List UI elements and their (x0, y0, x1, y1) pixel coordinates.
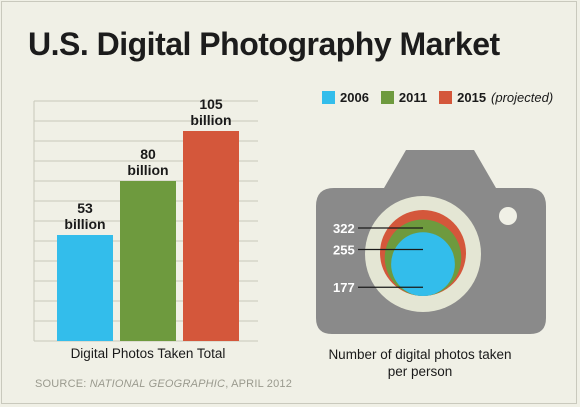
source-publication: NATIONAL GEOGRAPHIC (89, 378, 226, 390)
bar-value-label: billion (64, 216, 105, 232)
camera-caption-line: Number of digital photos taken (328, 347, 512, 362)
source-note: SOURCE: NATIONAL GEOGRAPHIC, APRIL 2012 (35, 378, 292, 390)
bar-axis-label: Digital Photos Taken Total (70, 346, 226, 361)
camera-caption-line: per person (387, 364, 453, 379)
bar-value-label: billion (127, 162, 168, 178)
bar-2011 (120, 181, 176, 341)
source-suffix: , APRIL 2012 (225, 378, 293, 390)
legend-item-2011: 2011 (380, 90, 428, 105)
legend-item-2015: 2015 (projected) (439, 90, 553, 105)
bar-value-label: 105 (199, 96, 223, 112)
legend-swatch (322, 91, 335, 104)
camera-flash (499, 207, 517, 225)
bar-2006 (57, 235, 113, 341)
chart-title: U.S. Digital Photography Market (28, 26, 500, 62)
camera-caption: Number of digital photos taken per perso… (310, 346, 530, 380)
legend: 2006 2011 2015 (projected) (322, 90, 553, 105)
legend-item-2006: 2006 (322, 90, 369, 105)
bubble-value-label: 322 (333, 221, 355, 236)
bubble-value-label: 177 (333, 280, 355, 295)
bubble-series (380, 210, 466, 296)
source-prefix: SOURCE: (35, 378, 90, 390)
legend-swatch (380, 91, 394, 104)
legend-label: 2006 (340, 90, 369, 105)
bar-value-label: 53 (77, 200, 93, 216)
bar-value-label: 80 (140, 146, 156, 162)
bar-series (57, 131, 239, 341)
bubble-value-labels: 322 255 177 (333, 221, 423, 295)
bubble-value-label: 255 (333, 242, 355, 257)
legend-swatch (439, 91, 453, 104)
legend-note: (projected) (491, 90, 554, 105)
legend-label: 2015 (457, 90, 487, 105)
bubble-2006 (391, 232, 455, 296)
bar-2015 (183, 131, 239, 341)
legend-label: 2011 (398, 90, 428, 105)
bar-value-label: billion (190, 112, 231, 128)
